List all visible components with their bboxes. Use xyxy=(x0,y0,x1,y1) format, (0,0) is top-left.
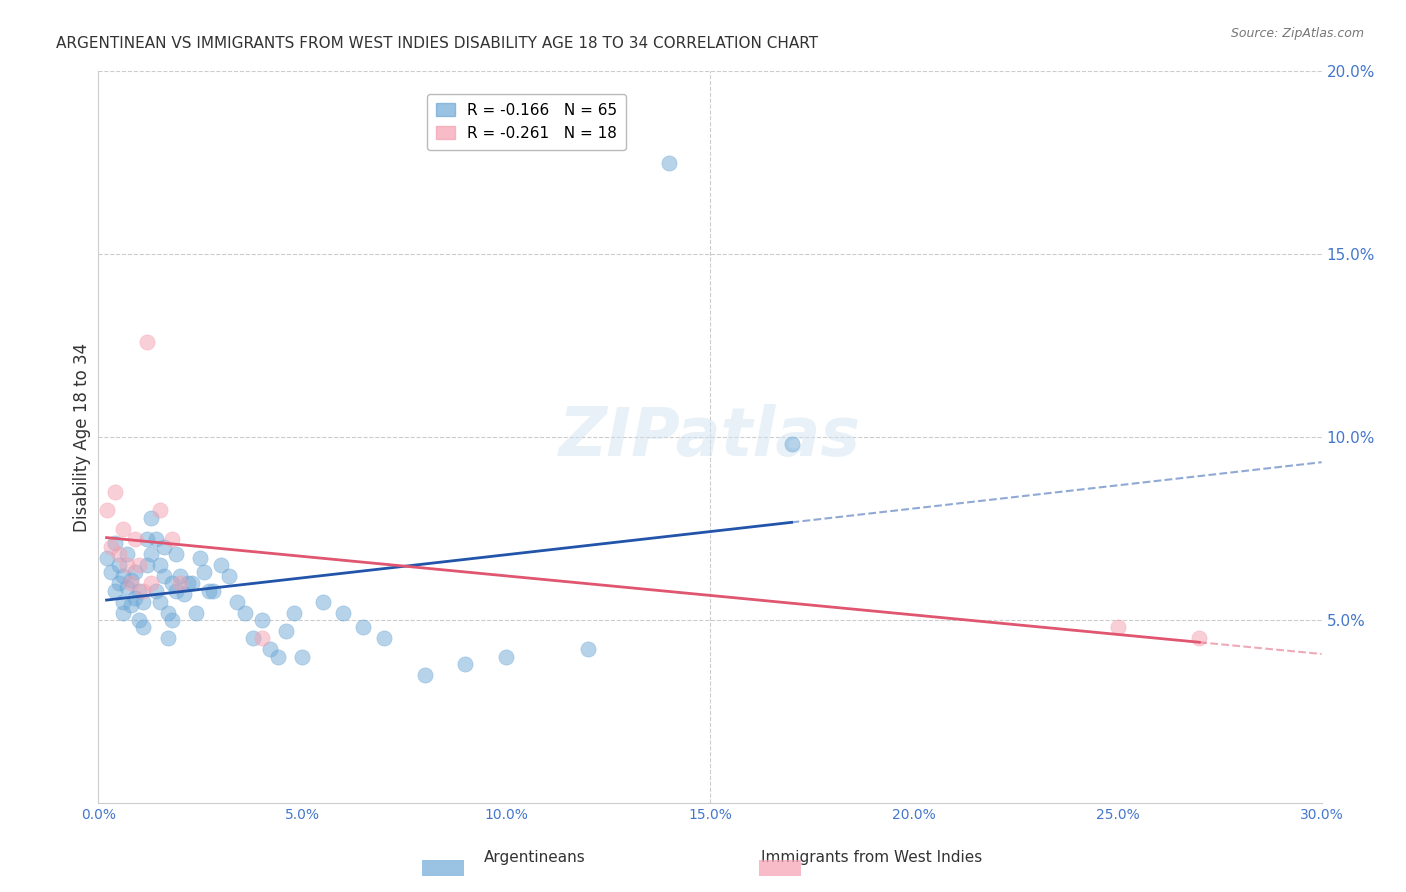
Point xyxy=(352,620,374,634)
Point xyxy=(100,540,122,554)
Point xyxy=(104,536,127,550)
Point xyxy=(454,657,477,671)
Point xyxy=(152,569,174,583)
Point xyxy=(312,594,335,608)
Text: ARGENTINEAN VS IMMIGRANTS FROM WEST INDIES DISABILITY AGE 18 TO 34 CORRELATION C: ARGENTINEAN VS IMMIGRANTS FROM WEST INDI… xyxy=(56,36,818,51)
Point xyxy=(111,606,134,620)
Point xyxy=(136,533,159,547)
Point xyxy=(132,583,155,598)
Point xyxy=(193,566,215,580)
Point xyxy=(104,583,127,598)
Point xyxy=(111,569,134,583)
Point xyxy=(274,624,297,638)
Text: ZIPatlas: ZIPatlas xyxy=(560,404,860,470)
Point xyxy=(332,606,354,620)
Point xyxy=(160,576,183,591)
Point xyxy=(149,558,172,573)
Point xyxy=(291,649,314,664)
Point xyxy=(165,547,187,561)
Point xyxy=(197,583,219,598)
Point xyxy=(141,547,163,561)
Point xyxy=(209,558,232,573)
Point xyxy=(136,558,159,573)
Text: Argentineans: Argentineans xyxy=(484,850,585,865)
Point xyxy=(128,558,150,573)
Point xyxy=(152,540,174,554)
Point xyxy=(124,533,146,547)
Point xyxy=(132,620,155,634)
Point xyxy=(115,547,138,561)
Point xyxy=(1107,620,1129,634)
Point xyxy=(181,576,204,591)
Point xyxy=(658,156,681,170)
Point xyxy=(495,649,517,664)
Point xyxy=(120,573,142,587)
Point xyxy=(108,547,131,561)
Point xyxy=(145,533,167,547)
Point xyxy=(576,642,599,657)
Point xyxy=(186,606,208,620)
Point xyxy=(250,613,273,627)
Point xyxy=(160,533,183,547)
Point xyxy=(1188,632,1211,646)
Point xyxy=(104,485,127,500)
Point xyxy=(141,510,163,524)
Y-axis label: Disability Age 18 to 34: Disability Age 18 to 34 xyxy=(73,343,91,532)
Point xyxy=(128,583,150,598)
Text: Source: ZipAtlas.com: Source: ZipAtlas.com xyxy=(1230,27,1364,40)
Point xyxy=(169,576,191,591)
Point xyxy=(233,606,256,620)
Point xyxy=(141,576,163,591)
Point xyxy=(177,576,200,591)
Point xyxy=(111,594,134,608)
Point xyxy=(111,521,134,535)
Point xyxy=(201,583,224,598)
Point xyxy=(145,583,167,598)
Point xyxy=(96,503,118,517)
Point xyxy=(120,576,142,591)
Point xyxy=(173,587,195,601)
Text: Immigrants from West Indies: Immigrants from West Indies xyxy=(761,850,983,865)
Point xyxy=(115,580,138,594)
Point xyxy=(283,606,305,620)
Point xyxy=(149,503,172,517)
Point xyxy=(149,594,172,608)
Point xyxy=(120,599,142,613)
Point xyxy=(250,632,273,646)
Point xyxy=(128,613,150,627)
Point xyxy=(124,591,146,605)
Point xyxy=(156,632,179,646)
Point xyxy=(108,558,131,573)
Point xyxy=(160,613,183,627)
Point xyxy=(132,594,155,608)
Point xyxy=(156,606,179,620)
Point xyxy=(165,583,187,598)
Point xyxy=(259,642,281,657)
Point xyxy=(100,566,122,580)
Point xyxy=(169,569,191,583)
Point xyxy=(136,334,159,349)
Point xyxy=(218,569,240,583)
Point xyxy=(115,558,138,573)
Point xyxy=(226,594,249,608)
Point xyxy=(96,550,118,565)
Point xyxy=(413,667,436,681)
Point xyxy=(780,437,803,451)
Point xyxy=(108,576,131,591)
Point xyxy=(267,649,290,664)
Point xyxy=(188,550,212,565)
Point xyxy=(124,566,146,580)
Point xyxy=(373,632,395,646)
Point xyxy=(242,632,264,646)
Legend: R = -0.166   N = 65, R = -0.261   N = 18: R = -0.166 N = 65, R = -0.261 N = 18 xyxy=(427,94,626,150)
